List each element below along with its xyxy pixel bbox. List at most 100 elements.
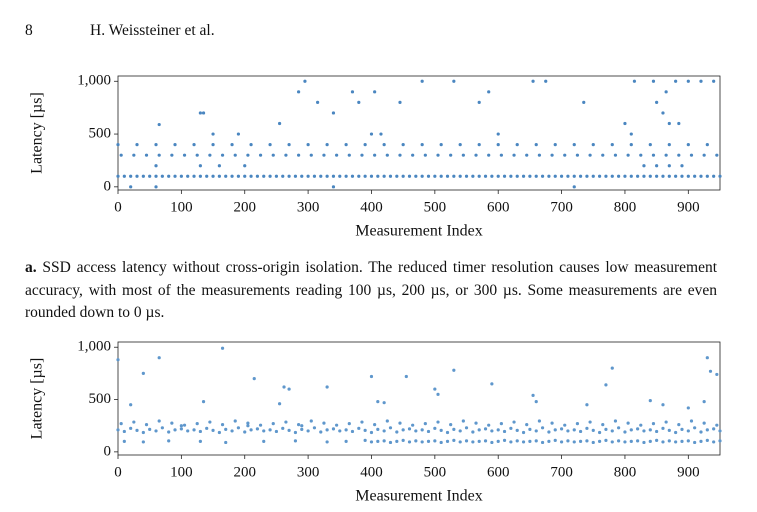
data-point bbox=[487, 423, 491, 427]
data-point bbox=[601, 153, 605, 157]
data-point bbox=[487, 90, 491, 94]
x-tick-label: 400 bbox=[360, 464, 383, 480]
data-point bbox=[236, 174, 240, 178]
data-point bbox=[433, 439, 437, 443]
data-point bbox=[233, 153, 237, 157]
data-point bbox=[629, 174, 633, 178]
data-point bbox=[255, 427, 260, 431]
data-point bbox=[674, 79, 678, 83]
data-point bbox=[686, 439, 690, 443]
data-point bbox=[452, 368, 456, 372]
data-point bbox=[651, 79, 656, 83]
data-point bbox=[629, 428, 633, 432]
data-point bbox=[420, 440, 424, 444]
data-point bbox=[122, 429, 126, 434]
data-point bbox=[306, 429, 310, 433]
plot-frame bbox=[117, 75, 721, 191]
data-point bbox=[132, 153, 136, 157]
data-point bbox=[246, 424, 250, 428]
data-point bbox=[693, 440, 697, 445]
data-point bbox=[686, 406, 690, 410]
data-point bbox=[464, 174, 469, 178]
data-point bbox=[297, 153, 301, 157]
data-point bbox=[496, 174, 500, 178]
data-point bbox=[531, 79, 535, 83]
data-point bbox=[553, 143, 557, 147]
data-point bbox=[667, 428, 671, 433]
data-point bbox=[674, 440, 678, 444]
data-point bbox=[601, 423, 605, 427]
data-point bbox=[373, 153, 377, 157]
data-point bbox=[613, 419, 618, 423]
data-point bbox=[300, 424, 304, 428]
caption-label: a. bbox=[25, 259, 37, 276]
data-point bbox=[287, 174, 291, 178]
data-point bbox=[712, 79, 716, 83]
data-point bbox=[116, 358, 120, 362]
data-point bbox=[677, 423, 681, 427]
data-point bbox=[132, 420, 136, 424]
data-point bbox=[154, 429, 158, 433]
data-point bbox=[623, 440, 627, 444]
data-point bbox=[667, 174, 671, 178]
data-point bbox=[141, 440, 145, 444]
data-point bbox=[119, 422, 123, 426]
data-point bbox=[471, 440, 475, 444]
data-point bbox=[452, 438, 456, 442]
data-point bbox=[224, 174, 228, 178]
data-point bbox=[395, 439, 399, 443]
data-point bbox=[509, 174, 513, 178]
data-point bbox=[144, 423, 149, 427]
data-point bbox=[148, 174, 152, 178]
data-point bbox=[525, 153, 529, 157]
data-point bbox=[119, 153, 123, 157]
data-point bbox=[388, 440, 393, 445]
data-point bbox=[144, 153, 149, 157]
x-tick-label: 200 bbox=[233, 464, 256, 480]
data-point bbox=[515, 428, 519, 433]
data-point bbox=[537, 153, 542, 157]
data-point bbox=[357, 426, 361, 430]
data-point bbox=[173, 143, 177, 147]
data-point bbox=[705, 356, 709, 360]
data-point bbox=[636, 174, 640, 178]
data-point bbox=[617, 426, 621, 430]
data-point bbox=[414, 439, 418, 443]
data-point bbox=[528, 174, 532, 178]
data-point bbox=[655, 100, 659, 104]
data-point bbox=[693, 174, 697, 178]
data-point bbox=[661, 426, 665, 430]
x-axis-label: Measurement Index bbox=[355, 223, 483, 240]
data-point bbox=[344, 174, 348, 178]
data-point bbox=[712, 174, 716, 178]
data-point bbox=[258, 423, 263, 427]
data-point bbox=[407, 427, 412, 431]
data-point bbox=[160, 426, 164, 430]
data-point bbox=[677, 153, 681, 157]
data-point bbox=[382, 401, 386, 405]
data-point bbox=[376, 400, 380, 404]
data-point bbox=[312, 174, 317, 178]
data-point bbox=[445, 430, 450, 435]
data-point bbox=[575, 153, 580, 157]
data-point bbox=[604, 383, 608, 387]
data-point bbox=[129, 403, 133, 407]
data-point bbox=[198, 174, 202, 178]
data-point bbox=[667, 121, 671, 126]
data-point bbox=[610, 174, 614, 178]
data-point bbox=[325, 385, 329, 389]
data-point bbox=[509, 426, 513, 430]
data-point bbox=[426, 429, 431, 434]
data-point bbox=[373, 423, 377, 427]
data-point bbox=[712, 440, 716, 444]
data-point bbox=[281, 174, 285, 178]
data-point bbox=[534, 439, 538, 443]
data-point bbox=[208, 153, 212, 157]
data-point bbox=[167, 174, 171, 178]
data-point bbox=[379, 132, 383, 136]
data-point bbox=[680, 427, 684, 431]
data-point bbox=[281, 426, 285, 430]
data-point bbox=[502, 429, 507, 434]
data-point bbox=[404, 374, 408, 379]
